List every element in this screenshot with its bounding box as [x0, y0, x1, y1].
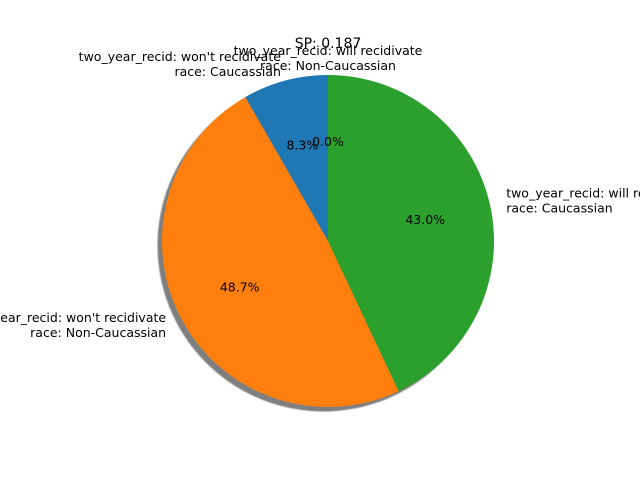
slice-label-line: race: Caucassian [174, 64, 280, 79]
pie-slices [162, 75, 494, 407]
percent-label-3: 43.0% [405, 212, 445, 227]
percent-label-1: 8.3% [286, 137, 318, 152]
pie-slice-1 [245, 75, 328, 241]
percent-labels: 0.0%8.3% 48.7% 43.0% [220, 134, 445, 295]
percent-label-0: 0.0% [312, 134, 344, 149]
slice-label-1: two_year_recid: won't recidivate race: Ca… [79, 49, 282, 79]
slice-label-0: two_year_recid: will recidivate race: Non… [234, 43, 423, 73]
slice-label-line: race: Non-Caucassian [30, 325, 166, 340]
slice-label-line: two_year_recid: will recidivate [234, 43, 423, 58]
slice-label-line: two_year_recid: will recidivate [506, 186, 640, 201]
slice-labels: two_year_recid: will recidivate race: Non… [0, 43, 640, 340]
chart-title: SP: 0.187 [295, 36, 362, 52]
slice-label-line: two_year_recid: won't recidivate [79, 49, 282, 64]
pie-slice-3 [328, 75, 494, 392]
pie-slice-2 [162, 97, 399, 407]
slice-label-line: race: Non-Caucassian [260, 58, 396, 73]
percent-label-2: 48.7% [220, 280, 260, 295]
slice-label-line: race: Caucassian [506, 201, 612, 216]
slice-label-line: two_year_recid: won't recidivate [0, 310, 166, 325]
